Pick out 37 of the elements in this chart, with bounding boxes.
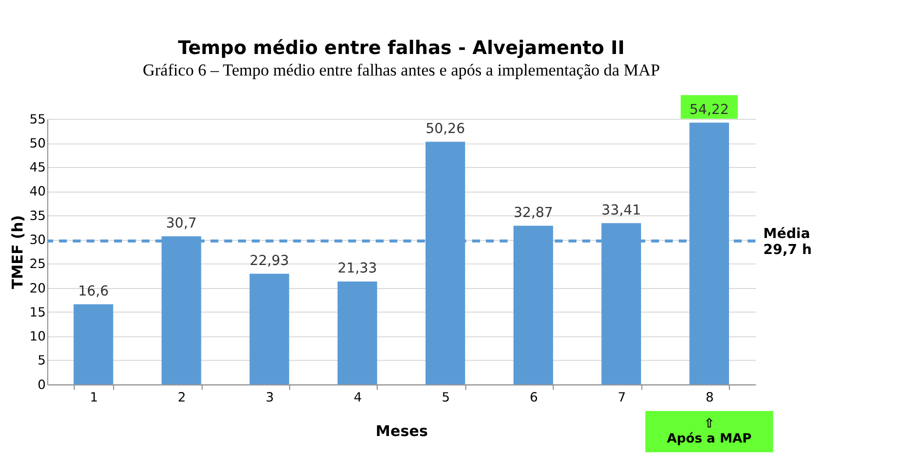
x-tick-label: 6: [530, 390, 538, 406]
y-tick-label: 5: [38, 354, 46, 369]
data-label: 16,6: [78, 283, 109, 300]
y-tick-label: 25: [29, 257, 46, 272]
data-label: 22,93: [250, 252, 290, 269]
x-tick-label: 5: [442, 390, 450, 406]
y-tick-label: 30: [29, 233, 46, 248]
data-label: 50,26: [426, 120, 466, 137]
y-tick-label: 20: [29, 281, 46, 296]
text: Gráfico 6 – Tempo médio entre falhas antes e após a implementação da MAP: [142, 60, 660, 80]
ref-line-label: Média 29,7 h: [763, 226, 812, 258]
x-tick-label: 1: [90, 390, 98, 406]
bar: [250, 274, 290, 384]
x-tick-label: 8: [706, 390, 714, 406]
x-tick-label: 2: [178, 390, 186, 406]
bar: [74, 304, 114, 384]
x-tick-label: 3: [266, 390, 274, 406]
bar: [338, 281, 378, 384]
y-tick-label: 10: [29, 330, 46, 345]
y-tick-label: 45: [29, 160, 46, 176]
y-tick-label: 0: [38, 378, 46, 393]
y-tick-label: 50: [29, 136, 46, 152]
data-label: 21,33: [338, 260, 378, 277]
x-tick-label: 7: [618, 390, 626, 406]
x-axis-title: Meses: [376, 423, 428, 440]
data-label: 32,87: [514, 204, 553, 221]
y-tick-label: 35: [29, 208, 46, 224]
y-tick-label: 40: [29, 184, 46, 200]
y-tick-label: 15: [29, 305, 46, 320]
data-label: 33,41: [602, 202, 641, 218]
data-label: 54,22: [690, 102, 729, 118]
text: ⇧ Após a MAP: [666, 416, 752, 446]
y-tick-label: 55: [29, 112, 46, 128]
y-axis-title: TMEF (h): [10, 215, 27, 290]
chart-title: Tempo médio entre falhas - Alvejamento II: [178, 38, 625, 59]
x-tick-label: 4: [354, 390, 362, 406]
data-label: 30,7: [166, 215, 197, 232]
